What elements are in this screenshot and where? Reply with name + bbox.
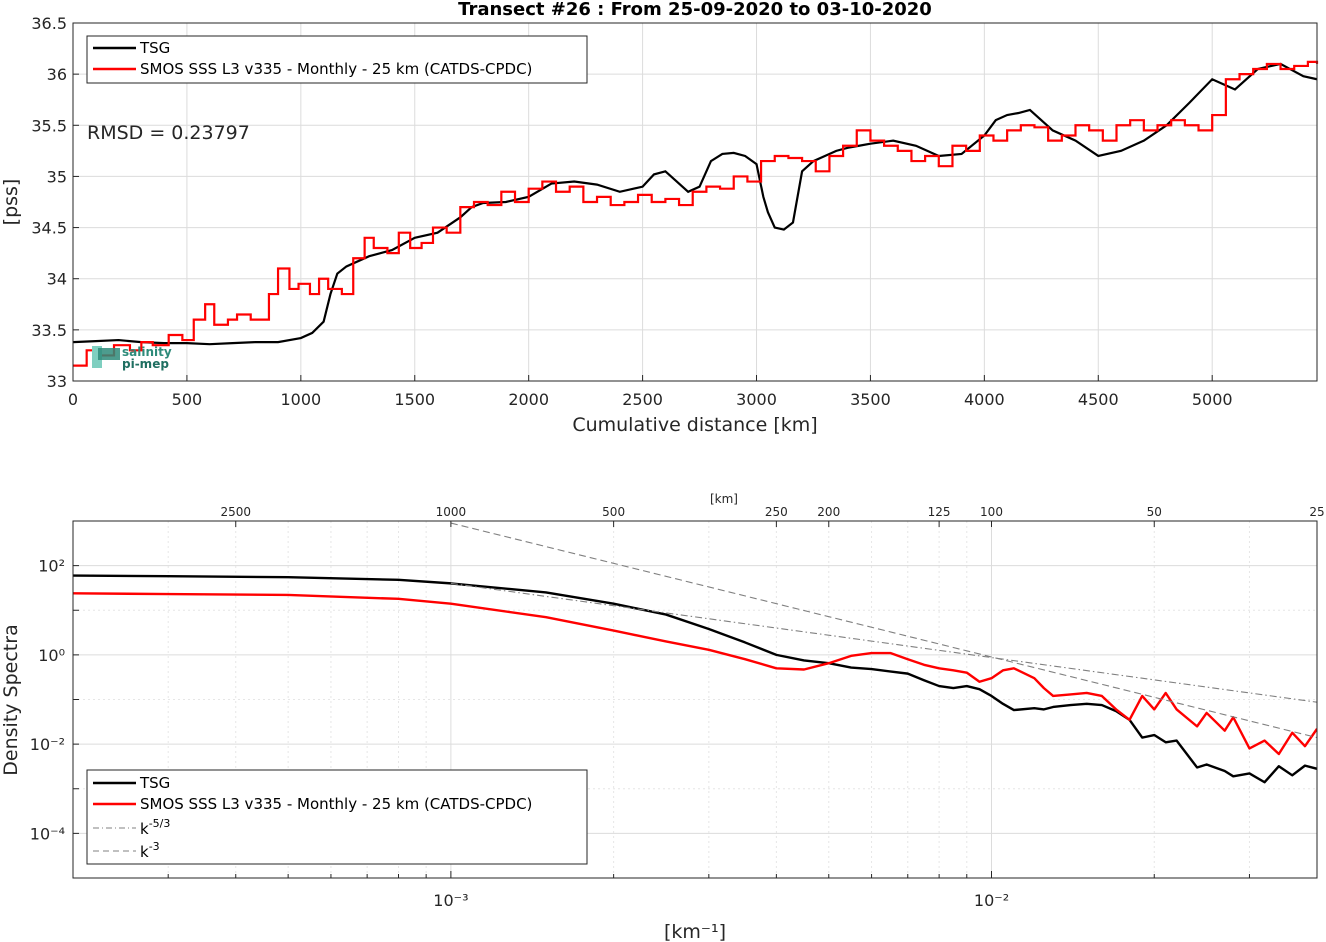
salinity-transect-chart: 0 500 1000 1500 2000 2500 3000 3500 4000 4500 5000… xyxy=(0,0,1319,436)
bottom-legend-label-smos: SMOS SSS L3 v335 - Monthly - 25 km (CATD… xyxy=(140,795,532,813)
top-y-tick-label: 33 xyxy=(47,372,67,391)
bottom-top-axis-label: [km] xyxy=(710,492,738,506)
bottom-top-tick-label: 1000 xyxy=(436,505,467,519)
logo-mark xyxy=(92,346,102,368)
bottom-y-tick-label: 10⁻² xyxy=(30,735,65,754)
top-x-tick-label: 1500 xyxy=(394,390,435,409)
logo-mark-2 xyxy=(98,348,120,360)
bottom-series-k53-line xyxy=(450,582,1317,703)
top-y-tick-label: 35 xyxy=(47,167,67,186)
bottom-series-smos-line xyxy=(73,592,1317,756)
bottom-top-tick-label: 200 xyxy=(817,505,840,519)
top-ticks: 0 500 1000 1500 2000 2500 3000 3500 4000 4500 5000… xyxy=(31,14,1232,409)
top-y-tick-label: 35.5 xyxy=(31,116,67,135)
bottom-series xyxy=(73,522,1317,784)
bottom-series-k3-line xyxy=(450,522,1317,739)
bottom-y-axis-label: Density Spectra xyxy=(0,624,22,775)
bottom-x-tick-label: 10⁻² xyxy=(974,891,1009,910)
top-y-tick-label: 34.5 xyxy=(31,219,67,238)
top-x-tick-label: 4000 xyxy=(964,390,1005,409)
top-plot-frame xyxy=(72,22,1318,382)
bottom-top-tick-label: 2500 xyxy=(220,505,251,519)
top-y-tick-label: 36 xyxy=(47,65,67,84)
bottom-legend-label-tsg: TSG xyxy=(139,774,170,792)
bottom-legend: TSG SMOS SSS L3 v335 - Monthly - 25 km (… xyxy=(86,769,588,865)
top-series-smos-line xyxy=(73,60,1319,367)
bottom-y-tick-label: 10² xyxy=(38,557,65,576)
rmsd-annotation: RMSD = 0.23797 xyxy=(87,122,250,144)
top-legend: TSG SMOS SSS L3 v335 - Monthly - 25 km (… xyxy=(86,35,588,84)
top-x-tick-label: 3500 xyxy=(850,390,891,409)
top-series xyxy=(72,60,1319,367)
top-x-tick-label: 2500 xyxy=(622,390,663,409)
top-x-tick-label: 4500 xyxy=(1078,390,1119,409)
bottom-top-tick-label: 50 xyxy=(1147,505,1162,519)
bottom-top-tick-label: 25 xyxy=(1309,505,1324,519)
bottom-series-tsg-line xyxy=(73,574,1317,784)
bottom-y-tick-label: 10⁰ xyxy=(38,646,65,665)
top-y-axis-label: [pss] xyxy=(0,179,22,226)
bottom-ticks: 10² 10⁰ 10⁻² 10⁻⁴ 10⁻³ 10⁻² 2500 1000 500 250 200 1… xyxy=(30,505,1325,910)
top-x-tick-label: 2000 xyxy=(508,390,549,409)
bottom-top-tick-label: 125 xyxy=(928,505,951,519)
bottom-x-axis-label: [km⁻¹] xyxy=(664,921,726,942)
top-x-axis-label: Cumulative distance [km] xyxy=(572,414,817,436)
bottom-legend-box xyxy=(86,769,588,865)
top-x-tick-label: 5000 xyxy=(1192,390,1233,409)
top-series-tsg-line xyxy=(72,62,1318,346)
bottom-x-tick-label: 10⁻³ xyxy=(433,891,468,910)
top-legend-box xyxy=(86,35,588,84)
top-chart-title: Transect #26 : From 25-09-2020 to 03-10-… xyxy=(458,0,932,20)
logo-text-line1: salinity xyxy=(122,345,172,359)
bottom-top-tick-label: 250 xyxy=(765,505,788,519)
salinity-pi-mep-logo: salinity pi-mep xyxy=(92,345,172,371)
top-legend-label-smos: SMOS SSS L3 v335 - Monthly - 25 km (CATD… xyxy=(140,60,532,78)
bottom-y-tick-label: 10⁻⁴ xyxy=(30,824,65,843)
bottom-top-tick-label: 500 xyxy=(602,505,625,519)
density-spectra-chart: 10² 10⁰ 10⁻² 10⁻⁴ 10⁻³ 10⁻² 2500 1000 500 250 200 1… xyxy=(0,492,1325,942)
logo-text-line2: pi-mep xyxy=(122,357,169,371)
top-x-tick-label: 500 xyxy=(172,390,203,409)
top-y-tick-label: 34 xyxy=(47,270,67,289)
bottom-top-tick-label: 100 xyxy=(980,505,1003,519)
top-y-tick-label: 33.5 xyxy=(31,321,67,340)
top-x-tick-label: 0 xyxy=(68,390,78,409)
top-y-tick-label: 36.5 xyxy=(31,14,67,33)
top-x-tick-label: 3000 xyxy=(736,390,777,409)
top-x-tick-label: 1000 xyxy=(280,390,321,409)
top-legend-label-tsg: TSG xyxy=(139,39,170,57)
